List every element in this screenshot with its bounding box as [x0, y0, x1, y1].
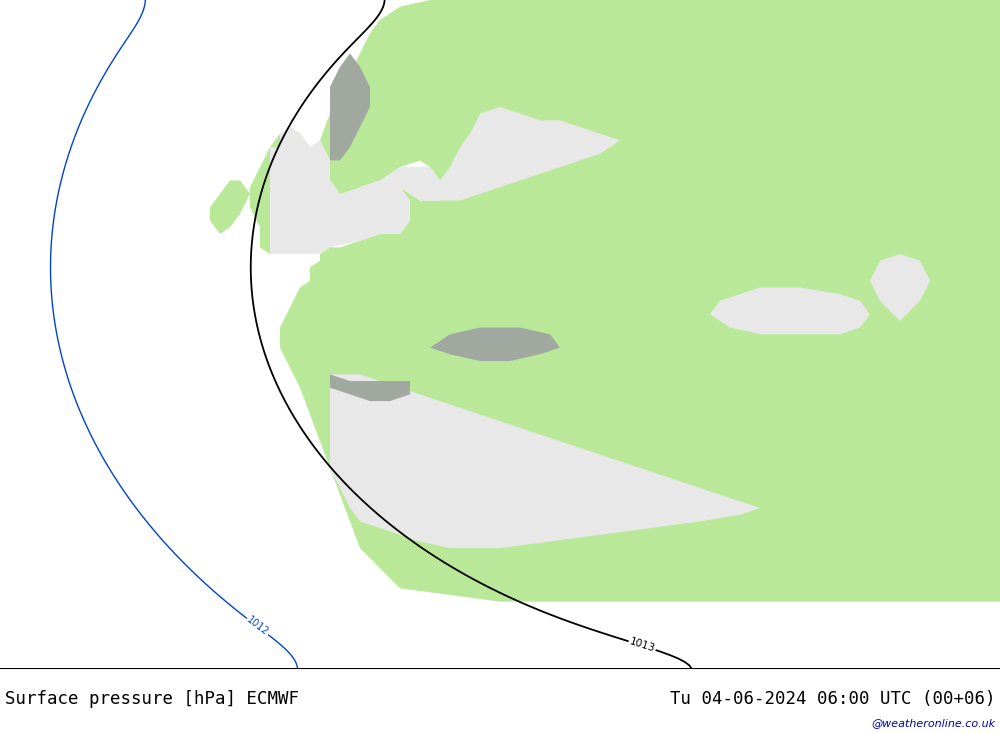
Text: 1012: 1012	[245, 615, 270, 638]
Polygon shape	[330, 54, 370, 161]
Text: @weatheronline.co.uk: @weatheronline.co.uk	[871, 718, 995, 728]
Polygon shape	[440, 107, 620, 201]
Polygon shape	[330, 375, 410, 401]
Polygon shape	[210, 180, 250, 234]
Polygon shape	[280, 0, 1000, 602]
Polygon shape	[330, 375, 760, 548]
Text: Surface pressure [hPa] ECMWF: Surface pressure [hPa] ECMWF	[5, 690, 299, 709]
Text: Tu 04-06-2024 06:00 UTC (00+06): Tu 04-06-2024 06:00 UTC (00+06)	[670, 690, 995, 709]
Polygon shape	[250, 127, 310, 254]
Polygon shape	[870, 254, 930, 321]
Polygon shape	[430, 328, 560, 361]
Polygon shape	[710, 287, 870, 334]
Polygon shape	[270, 127, 440, 254]
Text: 1013: 1013	[628, 637, 656, 655]
